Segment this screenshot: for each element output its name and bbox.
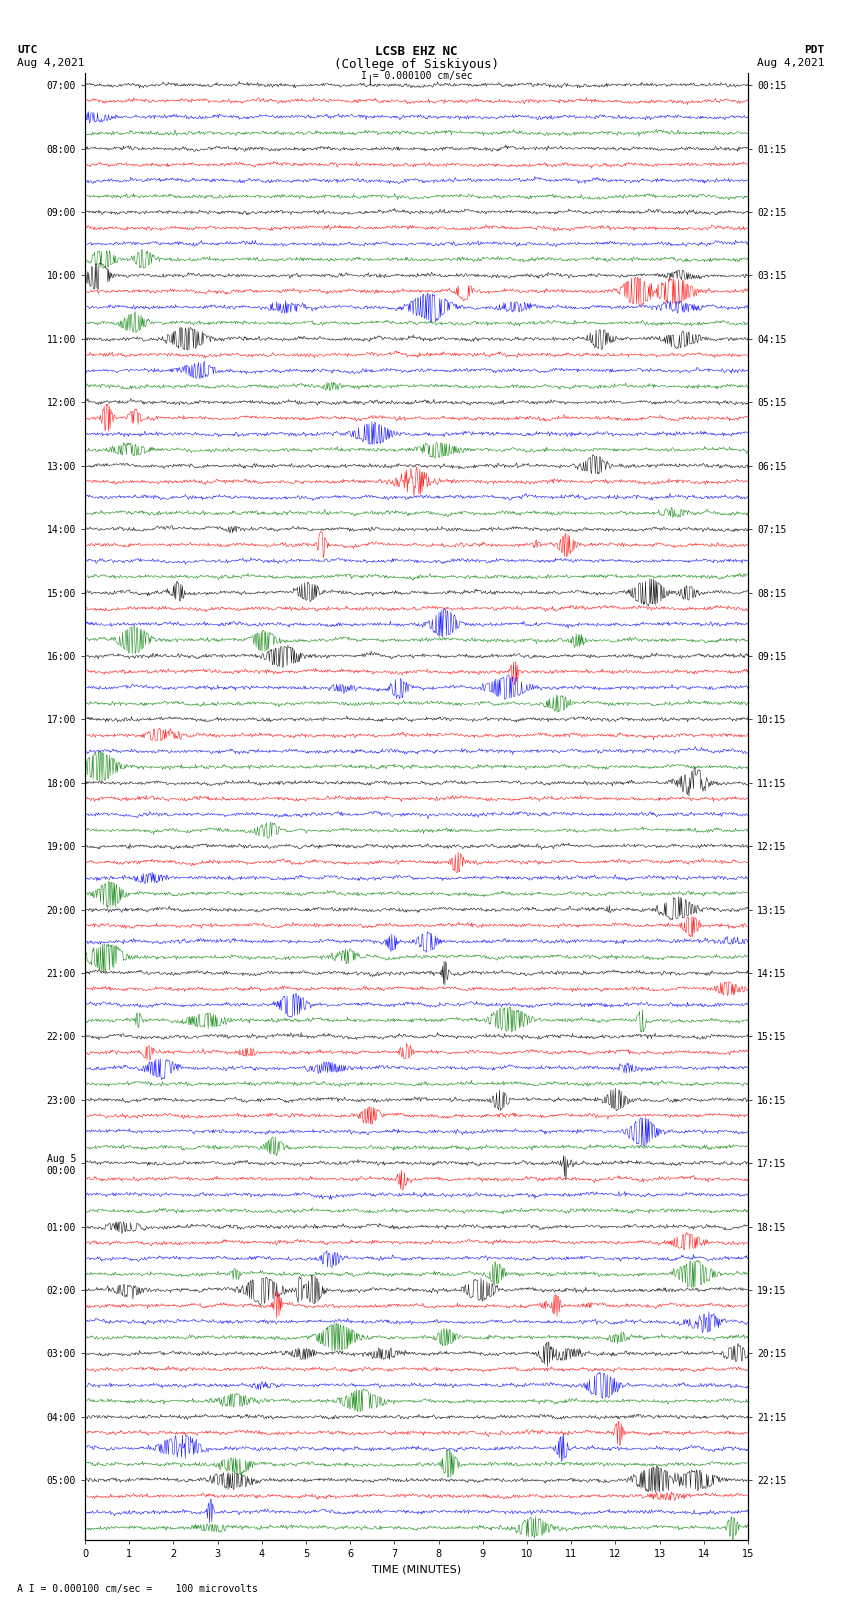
X-axis label: TIME (MINUTES): TIME (MINUTES) <box>372 1565 461 1574</box>
Text: PDT: PDT <box>804 45 824 55</box>
Text: Aug 4,2021: Aug 4,2021 <box>17 58 84 68</box>
Text: Aug 4,2021: Aug 4,2021 <box>757 58 824 68</box>
Text: A I = 0.000100 cm/sec =    100 microvolts: A I = 0.000100 cm/sec = 100 microvolts <box>17 1584 258 1594</box>
Text: UTC: UTC <box>17 45 37 55</box>
Text: LCSB EHZ NC: LCSB EHZ NC <box>375 45 458 58</box>
Text: (College of Siskiyous): (College of Siskiyous) <box>334 58 499 71</box>
Text: I = 0.000100 cm/sec: I = 0.000100 cm/sec <box>360 71 473 81</box>
Text: |: | <box>366 74 373 85</box>
